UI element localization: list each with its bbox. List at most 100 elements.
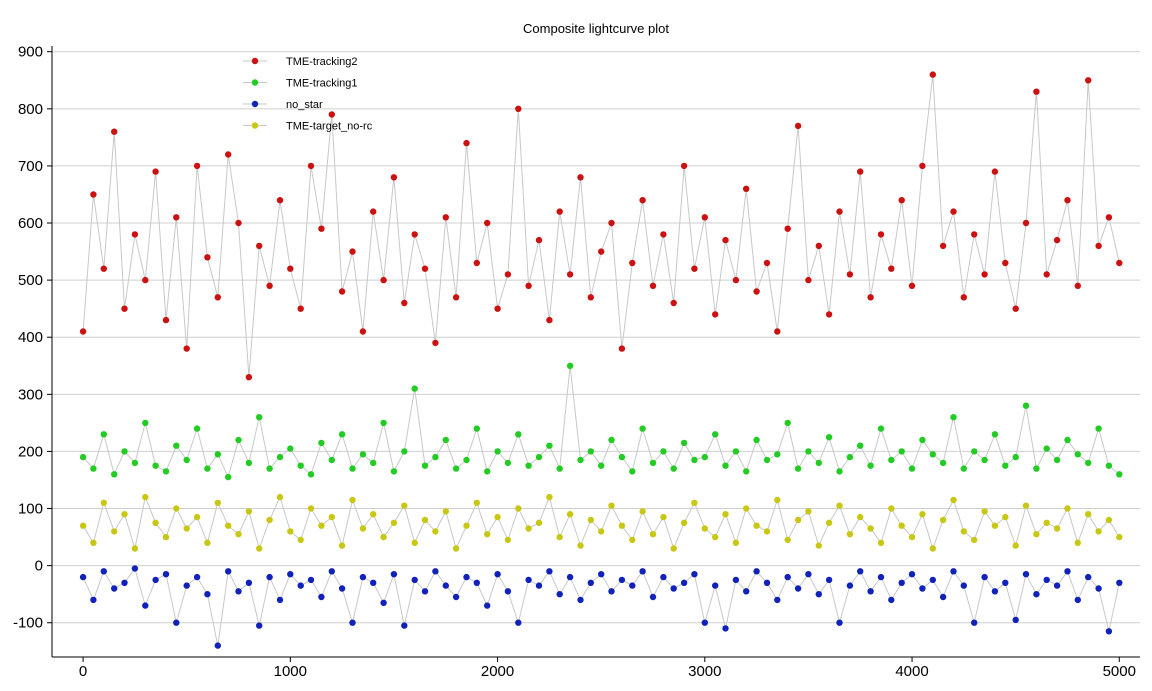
data-point bbox=[1043, 519, 1050, 526]
data-point bbox=[660, 573, 667, 581]
data-point bbox=[618, 576, 626, 584]
data-point bbox=[929, 545, 936, 552]
data-point bbox=[183, 345, 190, 352]
data-point bbox=[971, 448, 978, 455]
data-point bbox=[204, 591, 211, 598]
data-point bbox=[452, 294, 460, 301]
data-point bbox=[598, 571, 605, 578]
data-point bbox=[1085, 77, 1092, 84]
data-point bbox=[401, 622, 408, 629]
data-point bbox=[338, 585, 346, 592]
legend-label: TME-tracking1 bbox=[286, 78, 358, 90]
data-point bbox=[235, 531, 242, 538]
data-point bbox=[1095, 585, 1102, 592]
data-point bbox=[660, 513, 667, 521]
data-point bbox=[328, 456, 335, 464]
data-point bbox=[380, 599, 387, 606]
data-point bbox=[515, 619, 522, 626]
data-point bbox=[111, 128, 118, 135]
data-point bbox=[452, 465, 460, 472]
data-point bbox=[401, 299, 408, 307]
data-point bbox=[577, 174, 584, 181]
data-point bbox=[857, 568, 864, 575]
data-point bbox=[960, 294, 967, 301]
data-point bbox=[235, 219, 242, 227]
data-point bbox=[111, 585, 118, 592]
data-point bbox=[639, 425, 646, 432]
data-point bbox=[473, 425, 480, 432]
data-point bbox=[370, 511, 377, 518]
data-point bbox=[743, 468, 750, 475]
data-point bbox=[991, 431, 999, 438]
data-point bbox=[836, 619, 843, 626]
y-tick-label: 700 bbox=[18, 158, 43, 175]
data-point bbox=[245, 374, 253, 381]
data-point bbox=[1022, 571, 1030, 578]
data-point bbox=[722, 236, 729, 244]
data-point bbox=[950, 208, 957, 215]
data-point bbox=[691, 265, 698, 272]
data-point bbox=[421, 462, 429, 469]
series-layer bbox=[79, 71, 1123, 649]
data-point bbox=[131, 545, 139, 552]
data-point bbox=[566, 271, 574, 278]
data-point bbox=[525, 282, 532, 289]
data-point bbox=[680, 439, 688, 447]
data-point bbox=[846, 582, 854, 589]
data-point bbox=[183, 456, 190, 464]
data-point bbox=[297, 582, 304, 589]
data-point bbox=[152, 168, 159, 175]
data-point bbox=[577, 542, 584, 549]
legend-label: TME-tracking2 bbox=[286, 56, 358, 68]
legend: TME-tracking2 TME-tracking1 no_star TME-tar… bbox=[243, 56, 373, 133]
data-point bbox=[825, 434, 833, 441]
data-point bbox=[846, 453, 854, 461]
data-point bbox=[991, 168, 999, 175]
data-point bbox=[908, 571, 916, 578]
data-point bbox=[494, 448, 501, 455]
data-point bbox=[722, 625, 729, 632]
data-point bbox=[556, 591, 563, 598]
data-point bbox=[121, 448, 128, 455]
data-point bbox=[629, 536, 636, 544]
data-point bbox=[152, 576, 159, 584]
data-point bbox=[463, 139, 470, 147]
data-point bbox=[79, 573, 87, 581]
axis-ticks: -100 0 100 200 300 400 500 600 700 800 900 0 1000 200… bbox=[13, 44, 1136, 680]
data-point bbox=[712, 311, 719, 318]
data-point bbox=[359, 573, 367, 581]
data-point bbox=[442, 582, 449, 589]
data-point bbox=[981, 508, 988, 515]
data-point bbox=[307, 576, 315, 584]
data-point bbox=[898, 197, 905, 204]
data-point bbox=[266, 282, 273, 289]
data-point bbox=[981, 573, 988, 581]
data-point bbox=[1116, 579, 1123, 586]
data-point bbox=[1033, 531, 1040, 538]
data-point bbox=[452, 545, 460, 552]
data-point bbox=[857, 442, 864, 449]
data-point bbox=[318, 225, 325, 232]
data-point bbox=[1053, 525, 1061, 532]
data-point bbox=[225, 522, 232, 529]
data-point bbox=[981, 271, 988, 278]
data-point bbox=[525, 576, 532, 584]
data-point bbox=[121, 305, 128, 312]
data-point bbox=[276, 493, 284, 501]
data-point bbox=[577, 596, 584, 604]
data-point bbox=[494, 305, 501, 312]
data-point bbox=[225, 473, 232, 481]
data-point bbox=[1116, 533, 1123, 541]
data-point bbox=[981, 456, 988, 464]
data-point bbox=[680, 162, 688, 170]
data-point bbox=[950, 496, 957, 504]
data-point bbox=[867, 588, 874, 595]
data-point bbox=[877, 539, 885, 546]
data-point bbox=[287, 571, 294, 578]
data-point bbox=[1105, 516, 1113, 524]
data-point bbox=[535, 453, 543, 461]
data-point bbox=[214, 451, 221, 458]
data-point bbox=[266, 516, 273, 524]
y-tick-label: 100 bbox=[18, 501, 43, 518]
data-point bbox=[1064, 436, 1071, 444]
